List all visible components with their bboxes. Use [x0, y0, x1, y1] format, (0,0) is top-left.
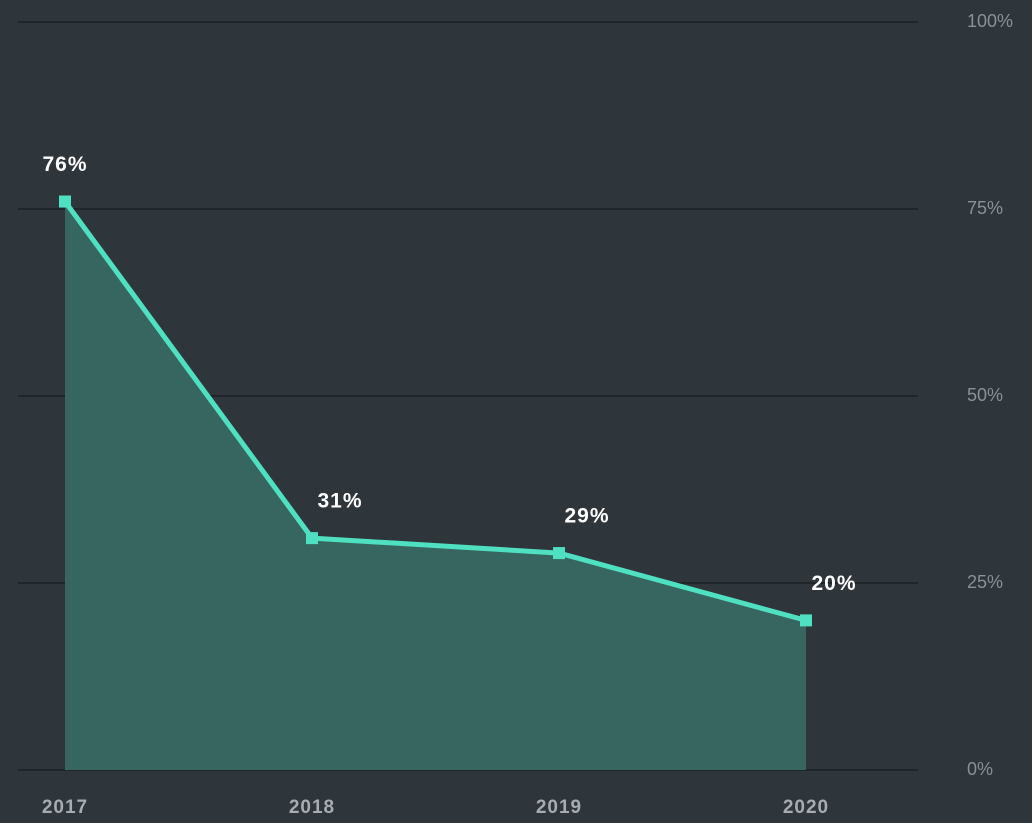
point-marker — [800, 614, 812, 627]
x-tick-label: 2018 — [289, 797, 335, 818]
point-marker — [553, 547, 565, 560]
y-tick-label: 100% — [967, 11, 1013, 31]
area — [65, 201, 806, 770]
value-label: 76% — [42, 153, 87, 176]
value-label: 20% — [811, 572, 856, 595]
point-marker — [306, 532, 318, 545]
x-tick-label: 2020 — [783, 797, 829, 818]
line — [62, 200, 807, 623]
y-tick-label: 50% — [967, 385, 1003, 405]
point-marker — [59, 195, 71, 208]
x-tick-label: 2017 — [42, 797, 88, 818]
y-tick-label: 0% — [967, 759, 993, 779]
y-tick-label: 75% — [967, 198, 1003, 218]
value-label: 29% — [564, 505, 609, 528]
x-tick-label: 2019 — [536, 797, 582, 818]
value-label: 31% — [317, 490, 362, 513]
y-tick-label: 25% — [967, 572, 1003, 592]
